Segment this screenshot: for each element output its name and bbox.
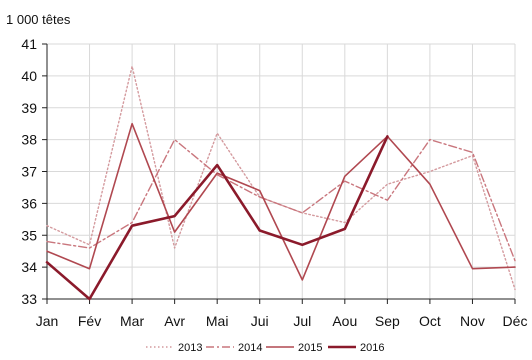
x-tick-label: Mar [120,313,144,329]
y-tick-label: 33 [21,291,37,307]
y-tick-label: 34 [21,259,37,275]
x-axis: Jan Fév Mar Avr Mai Jui Jul Aou Sep Oct Nov Déc [36,298,528,329]
x-tick-label: Fév [78,313,101,329]
x-tick-label: Nov [460,313,485,329]
series-line-2014 [46,138,516,262]
legend: 2013 2014 2015 2016 [146,342,384,354]
y-tick-label: 38 [21,132,37,148]
y-axis-unit-label: 1 000 têtes [6,12,71,27]
series-line-2016 [45,135,389,301]
series-lines [45,65,516,301]
series-line-2013 [46,65,516,291]
x-tick-label: Jan [36,313,59,329]
x-tick-label: Jul [293,313,311,329]
series-line-2015 [46,122,516,281]
y-tick-label: 39 [21,100,37,116]
legend-label-2016: 2016 [360,342,384,354]
y-tick-label: 37 [21,164,37,180]
x-tick-label: Aou [332,313,357,329]
x-tick-label: Sep [375,313,400,329]
y-tick-label: 35 [21,227,37,243]
legend-label-2014: 2014 [238,342,262,354]
y-tick-label: 41 [21,36,37,52]
x-tick-label: Déc [503,313,528,329]
legend-label-2013: 2013 [178,342,202,354]
grid-lines [46,43,516,300]
legend-label-2015: 2015 [298,342,322,354]
y-axis: 33 34 35 36 37 38 39 40 41 [21,36,48,307]
y-tick-label: 36 [21,195,37,211]
x-tick-label: Oct [419,313,441,329]
y-tick-label: 40 [21,68,37,84]
x-tick-label: Jui [251,313,269,329]
x-tick-label: Mai [206,313,229,329]
x-tick-label: Avr [164,313,185,329]
